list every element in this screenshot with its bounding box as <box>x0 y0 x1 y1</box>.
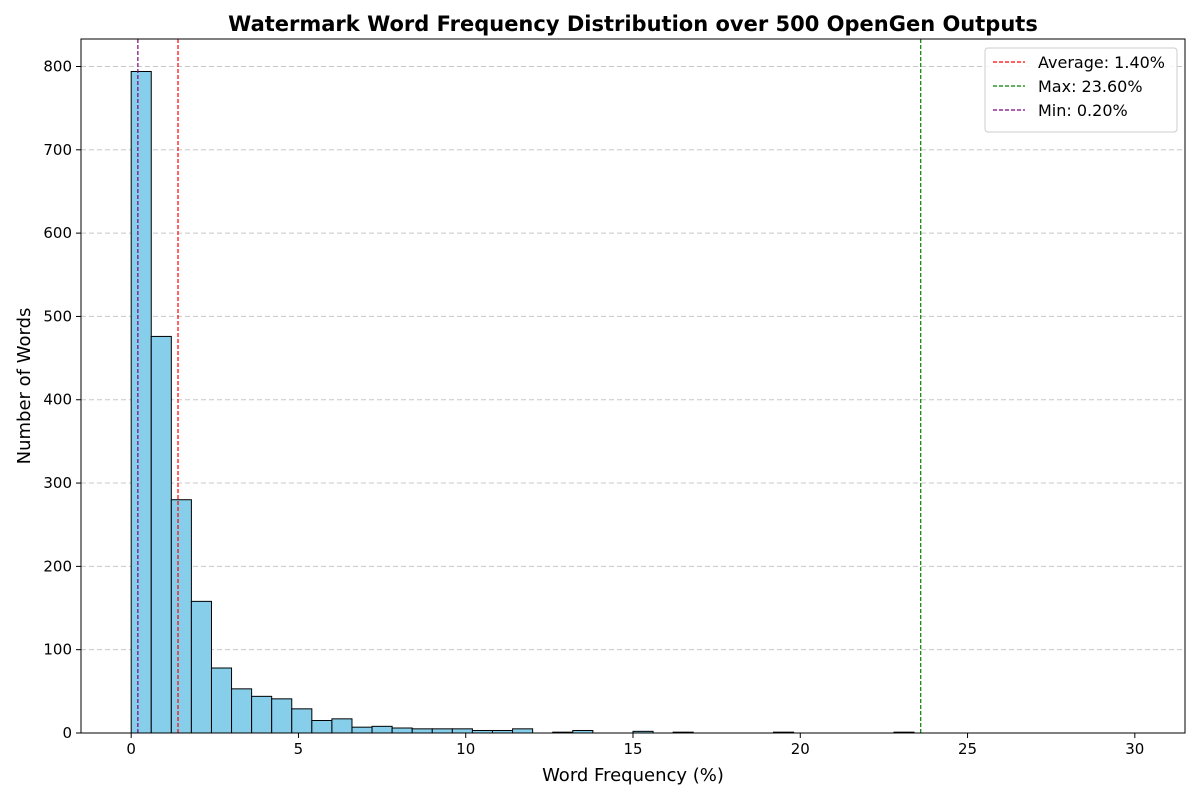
histogram-bar <box>431 728 453 734</box>
histogram-bar <box>331 718 353 734</box>
x-axis-ticks: 0 5 10 15 20 25 30 <box>126 733 1144 758</box>
histogram-bar <box>190 600 212 734</box>
y-tick-label: 500 <box>43 307 72 325</box>
histogram-bar <box>231 688 253 734</box>
histogram-bars <box>130 70 915 734</box>
y-tick-label: 800 <box>43 57 72 75</box>
histogram-bar <box>271 698 293 734</box>
y-tick-label: 200 <box>43 557 72 575</box>
reference-lines <box>137 39 922 733</box>
histogram-bar <box>411 728 433 734</box>
legend-box <box>984 47 1178 133</box>
chart-title: Watermark Word Frequency Distribution ov… <box>228 12 1038 36</box>
x-tick-label: 25 <box>958 740 977 758</box>
histogram-bar <box>291 708 313 734</box>
x-tick-label: 5 <box>294 740 304 758</box>
y-tick-label: 300 <box>43 474 72 492</box>
y-axis-ticks: 0 100 200 300 400 500 600 700 800 <box>43 57 81 742</box>
x-tick-label: 10 <box>456 740 475 758</box>
x-axis-label: Word Frequency (%) <box>542 765 724 786</box>
histogram-bar <box>371 725 393 734</box>
y-tick-label: 100 <box>43 641 72 659</box>
y-tick-label: 600 <box>43 224 72 242</box>
y-axis-label: Number of Words <box>14 308 35 465</box>
histogram-bar <box>170 499 192 734</box>
y-tick-label: 0 <box>62 724 72 742</box>
y-tick-label: 700 <box>43 141 72 159</box>
histogram-bar <box>210 667 233 734</box>
y-tick-label: 400 <box>43 391 72 409</box>
histogram-bar <box>391 727 413 734</box>
histogram-bar <box>130 70 152 734</box>
histogram-bar <box>451 728 473 734</box>
histogram-bar <box>351 726 373 734</box>
x-tick-label: 0 <box>126 740 136 758</box>
legend: Average: 1.40% Max: 23.60% Min: 0.20% <box>984 47 1178 133</box>
histogram-bar <box>512 728 534 734</box>
legend-label: Min: 0.20% <box>1038 101 1128 120</box>
x-tick-label: 30 <box>1125 740 1144 758</box>
histogram-bar <box>311 720 333 734</box>
legend-label: Average: 1.40% <box>1038 53 1165 72</box>
x-tick-label: 20 <box>791 740 810 758</box>
histogram-bar <box>251 695 273 734</box>
histogram-bar <box>150 335 172 734</box>
x-tick-label: 15 <box>623 740 642 758</box>
legend-entries: Average: 1.40% Max: 23.60% Min: 0.20% <box>993 53 1165 120</box>
legend-label: Max: 23.60% <box>1038 77 1143 96</box>
